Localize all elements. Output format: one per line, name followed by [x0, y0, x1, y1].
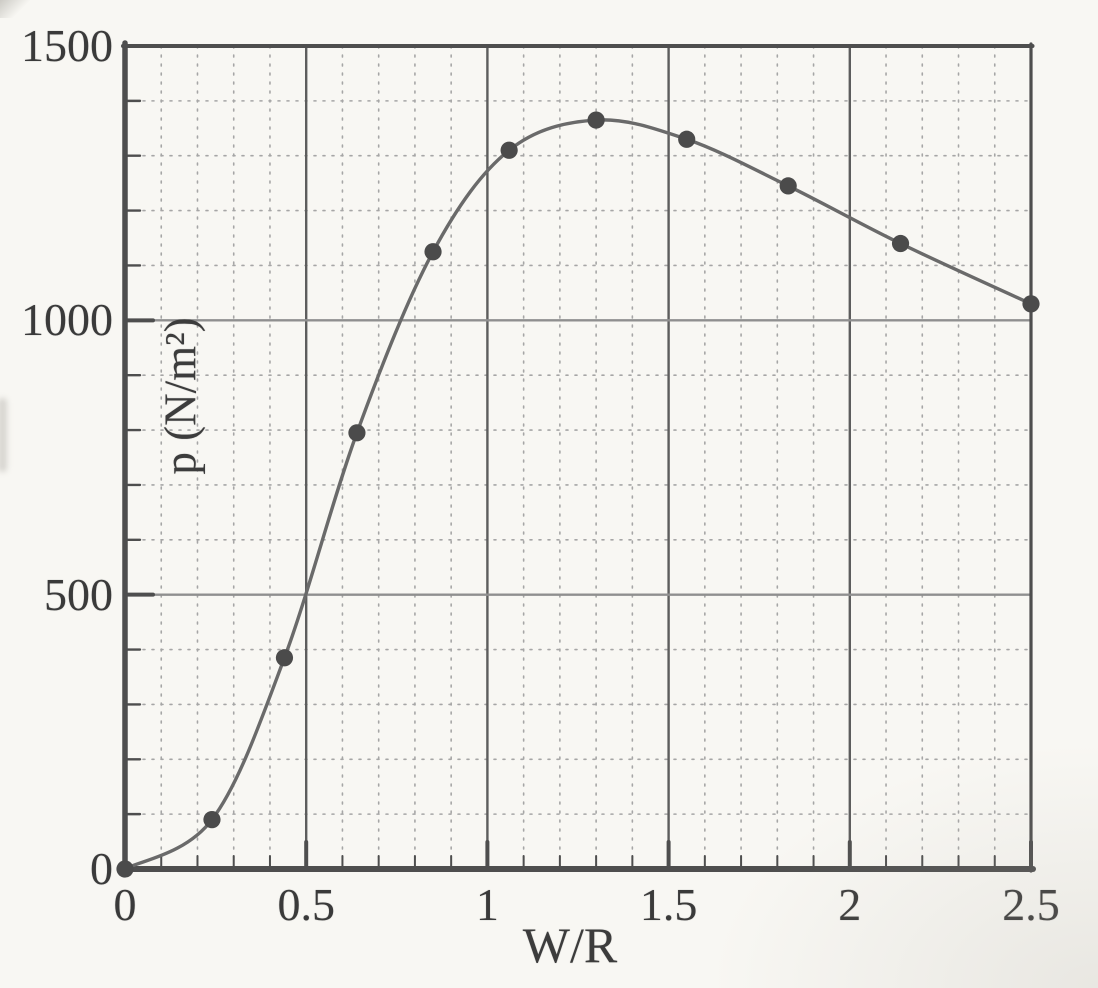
- scan-shading-artifact: [718, 748, 1098, 988]
- y-tick-label: 0: [90, 843, 113, 894]
- data-point: [500, 141, 518, 159]
- x-axis-label: W/R: [522, 917, 618, 973]
- x-tick-label: 1.5: [639, 879, 698, 930]
- data-point: [116, 860, 134, 878]
- scan-smudge-artifact: [0, 398, 7, 472]
- data-point: [1022, 295, 1040, 313]
- y-axis-label: p (N/m²): [155, 317, 206, 475]
- x-tick-label: 0.5: [277, 879, 335, 930]
- data-point: [587, 111, 605, 129]
- y-tick-label: 500: [44, 568, 113, 620]
- x-tick-label: 2.5: [1002, 882, 1060, 928]
- data-point: [891, 234, 910, 253]
- data-curve: [123, 118, 1033, 871]
- data-point: [275, 649, 294, 667]
- x-tick-label: 1: [475, 879, 499, 930]
- y-tick-label: 1000: [21, 294, 113, 346]
- data-point: [678, 130, 696, 148]
- data-point: [203, 811, 221, 829]
- data-point: [424, 243, 442, 261]
- data-point: [779, 177, 797, 195]
- y-tick-label: 1500: [21, 20, 113, 71]
- x-tick-label: 2: [838, 882, 861, 928]
- x-tick-label: 0: [113, 879, 137, 930]
- scan-corner-artifact: [0, 0, 30, 18]
- data-point: [348, 424, 366, 442]
